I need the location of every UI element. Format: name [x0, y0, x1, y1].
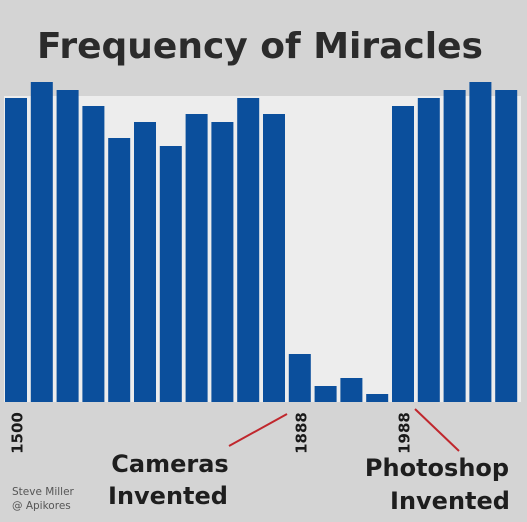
credit-handle: @ Apikores — [12, 500, 71, 512]
x-tick-label-1988: 1988 — [396, 412, 414, 454]
photoshop-annotation-line-1: Photoshop — [365, 454, 509, 482]
bar-12 — [288, 354, 311, 402]
bar-9 — [211, 122, 234, 402]
photoshop-arrow — [414, 408, 460, 452]
x-tick-labels: 1500 1888 1988 — [9, 412, 414, 454]
photoshop-annotation-line-2: Invented — [390, 487, 510, 515]
bar-15 — [366, 394, 389, 402]
bar-20 — [495, 90, 518, 402]
bar-17 — [417, 98, 440, 402]
cameras-annotation-line-1: Cameras — [111, 450, 228, 478]
bar-7 — [159, 146, 182, 402]
bar-4 — [82, 106, 105, 402]
bar-2 — [30, 82, 53, 402]
cameras-arrow — [228, 413, 288, 447]
bar-1 — [5, 98, 27, 402]
bars-group — [5, 82, 518, 402]
cameras-annotation-line-2: Invented — [108, 482, 228, 510]
x-tick-label-1888: 1888 — [292, 412, 310, 454]
bar-19 — [469, 82, 492, 402]
bar-5 — [108, 138, 131, 402]
plot-background — [4, 96, 521, 402]
bar-3 — [56, 90, 79, 402]
x-tick-label-1500: 1500 — [9, 412, 27, 454]
bar-14 — [340, 378, 363, 402]
chart-title: Frequency of Miracles — [37, 26, 483, 67]
bar-13 — [314, 386, 337, 402]
credit-author: Steve Miller — [12, 486, 75, 498]
bar-10 — [237, 98, 260, 402]
bar-16 — [392, 106, 414, 402]
bar-11 — [263, 114, 285, 402]
bar-6 — [134, 122, 156, 402]
bar-18 — [443, 90, 466, 402]
bar-8 — [185, 114, 208, 402]
